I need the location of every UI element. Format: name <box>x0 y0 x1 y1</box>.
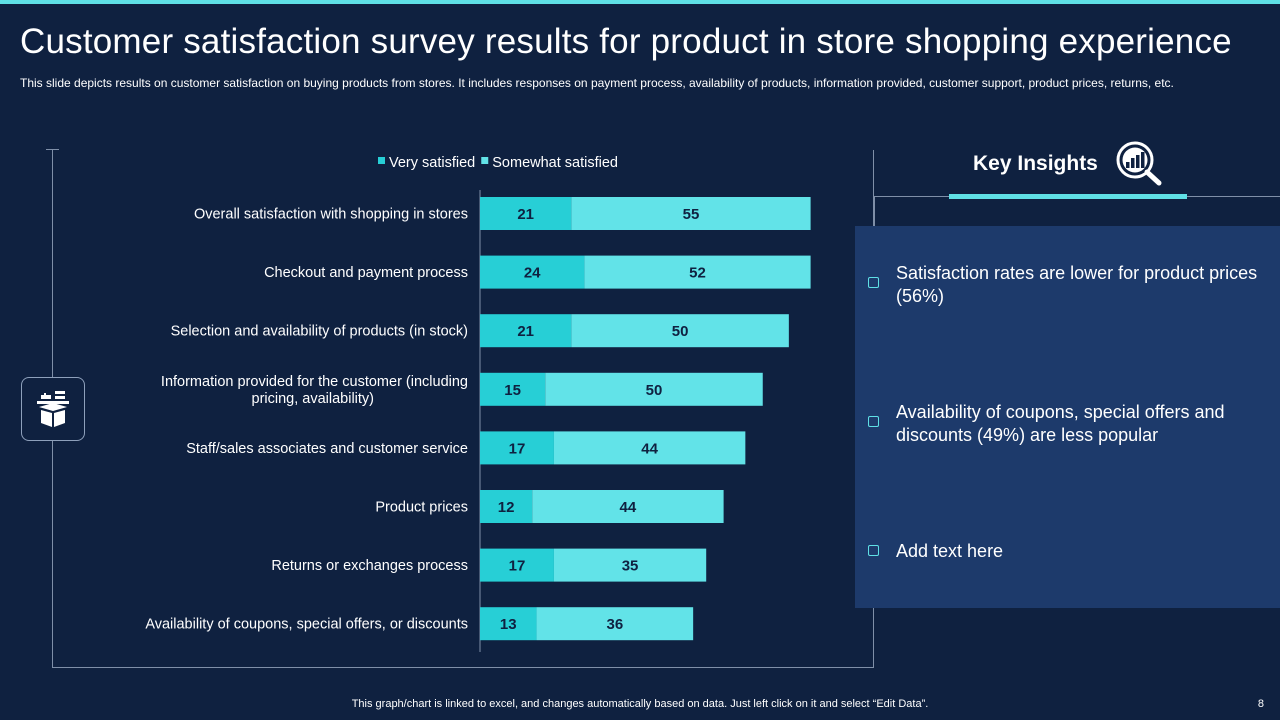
chart-frame-tick <box>46 149 59 150</box>
data-label-2-6: 44 <box>620 499 637 516</box>
data-label-2-1: 55 <box>683 206 700 223</box>
bar-1-3 <box>480 314 572 348</box>
bar-2-8 <box>536 607 694 641</box>
data-label-1-4: 15 <box>504 382 521 399</box>
category-label-4: Information provided for the customer (i… <box>161 374 468 407</box>
bar-1-5 <box>480 431 554 465</box>
footer-note: This graph/chart is linked to excel, and… <box>351 698 929 710</box>
data-label-2-2: 52 <box>689 265 706 282</box>
shopping-icon-box <box>21 377 85 441</box>
category-label-7: Returns or exchanges process <box>271 558 468 574</box>
legend-swatch-2 <box>481 157 489 164</box>
category-label-line: Returns or exchanges process <box>271 558 468 574</box>
category-label-line: Overall satisfaction with shopping in st… <box>194 207 468 223</box>
page-number: 8 <box>1257 698 1264 710</box>
bar-2-7 <box>553 548 707 582</box>
data-label-1-8: 13 <box>500 616 517 633</box>
page-title: Customer satisfaction survey results for… <box>20 22 1232 61</box>
data-label-1-7: 17 <box>509 558 526 575</box>
category-label-6: Product prices <box>375 500 468 516</box>
data-label-2-7: 35 <box>622 558 639 575</box>
bar-1-8 <box>480 607 537 641</box>
data-label-2-3: 50 <box>672 323 689 340</box>
bar-2-2 <box>584 255 811 289</box>
category-label-line: Checkout and payment process <box>264 265 468 281</box>
data-label-2-4: 50 <box>646 382 663 399</box>
category-label-5: Staff/sales associates and customer serv… <box>186 441 468 457</box>
data-label-1-6: 12 <box>498 499 515 516</box>
data-label-1-1: 21 <box>517 206 534 223</box>
bar-1-1 <box>480 197 572 230</box>
bar-1-2 <box>480 255 585 289</box>
legend-swatch-1 <box>378 157 385 164</box>
insights-panel <box>855 226 1280 608</box>
insight-bullet-1 <box>868 277 879 288</box>
bar-2-3 <box>571 314 789 348</box>
bar-2-5 <box>553 431 746 465</box>
category-label-3: Selection and availability of products (… <box>171 324 468 340</box>
magnifier-chart-icon <box>1116 141 1162 186</box>
data-label-2-8: 36 <box>607 616 624 633</box>
data-label-1-3: 21 <box>517 323 534 340</box>
insight-bullet-3 <box>868 545 879 556</box>
category-label-line: Availability of coupons, special offers,… <box>145 617 468 633</box>
bar-1-7 <box>480 548 554 582</box>
insight-text-3: Add text here <box>896 541 1004 561</box>
bar-2-1 <box>571 197 811 230</box>
category-label-line: Information provided for the customer (i… <box>161 374 468 390</box>
data-label-2-5: 44 <box>641 440 658 457</box>
category-label-8: Availability of coupons, special offers,… <box>145 617 468 633</box>
category-label-1: Overall satisfaction with shopping in st… <box>194 207 468 223</box>
category-label-2: Checkout and payment process <box>264 265 468 281</box>
bar-2-6 <box>532 490 724 523</box>
page-subtitle: This slide depicts results on customer s… <box>20 76 1174 90</box>
category-label-line: pricing, availability) <box>252 391 375 407</box>
data-label-1-2: 24 <box>524 265 541 282</box>
insight-text-1: Satisfaction rates are lower for product… <box>896 263 1258 306</box>
shopping-box-icon <box>37 391 69 427</box>
bar-1-6 <box>480 490 533 523</box>
data-label-1-5: 17 <box>509 440 526 457</box>
insight-text-2: Availability of coupons, special offers … <box>896 402 1225 445</box>
legend-label-1: Very satisfied <box>389 155 475 171</box>
insight-bullet-2 <box>868 416 879 427</box>
top-accent-bar <box>0 0 1280 4</box>
insights-header: Key Insights <box>949 138 1187 200</box>
insights-title: Key Insights <box>973 152 1098 175</box>
category-label-line: Staff/sales associates and customer serv… <box>186 441 468 457</box>
category-label-line: Product prices <box>375 500 468 516</box>
insights-underline <box>949 194 1187 199</box>
bar-1-4 <box>480 372 546 406</box>
legend-label-2: Somewhat satisfied <box>492 155 618 171</box>
bar-2-4 <box>545 372 763 406</box>
category-label-line: Selection and availability of products (… <box>171 324 468 340</box>
